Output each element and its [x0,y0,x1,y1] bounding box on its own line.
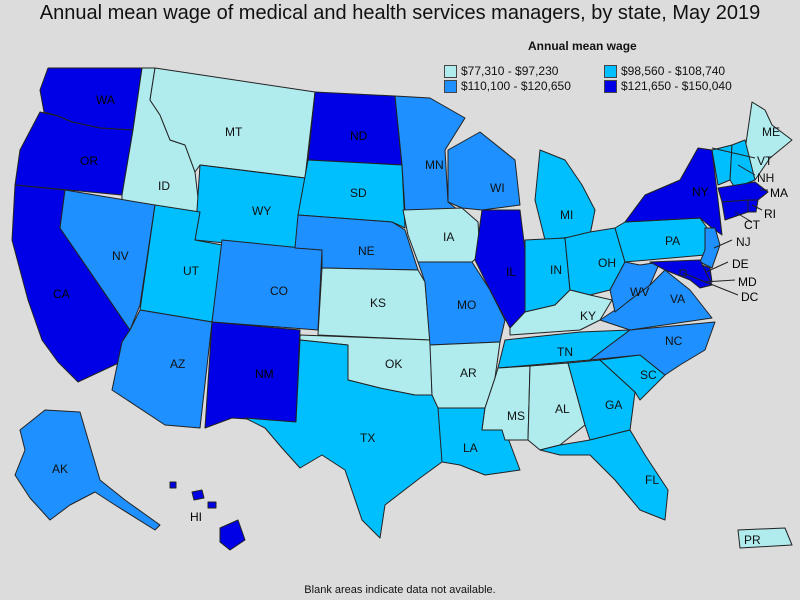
state-label-MT: MT [225,125,243,139]
state-label-GA: GA [605,398,622,412]
map-title: Annual mean wage of medical and health s… [39,2,761,24]
state-label-SD: SD [350,186,367,200]
state-label-MS: MS [507,409,525,423]
state-label-UT: UT [183,264,200,278]
legend-label: $121,650 - $150,040 [621,79,732,93]
state-AZ[interactable] [111,309,213,429]
state-label-NY: NY [692,185,709,199]
state-MI[interactable] [534,149,596,241]
state-label-KY: KY [580,309,596,323]
state-label-DC: DC [741,290,759,304]
state-label-AR: AR [460,366,477,380]
state-label-PR: PR [744,533,761,547]
state-WI[interactable] [447,131,521,211]
state-label-TX: TX [360,431,375,445]
state-label-MO: MO [457,298,476,312]
legend-item: $121,650 - $150,040 [604,79,732,93]
legend-item: $110,100 - $120,650 [444,79,571,93]
state-label-FL: FL [645,473,659,487]
state-NJ[interactable] [699,227,721,269]
state-IA[interactable] [402,207,481,263]
state-label-IA: IA [443,230,454,244]
state-label-OH: OH [598,256,616,270]
state-MO[interactable] [417,261,506,346]
state-SD[interactable] [297,159,406,229]
state-MT[interactable] [149,67,316,179]
state-label-MI: MI [560,208,573,222]
state-PA[interactable] [614,217,711,263]
state-label-WY: WY [252,204,271,218]
state-label-OR: OR [80,154,98,168]
state-label-ND: ND [350,129,368,143]
state-CT[interactable] [721,199,749,221]
state-label-ME: ME [762,125,780,139]
state-label-PA: PA [665,234,680,248]
legend-swatch [444,64,457,78]
state-label-AZ: AZ [170,357,185,371]
legend-swatch [604,79,617,93]
legend-swatch [444,79,457,93]
state-label-CT: CT [744,218,761,232]
state-label-NM: NM [255,367,274,381]
state-TX[interactable] [244,339,443,539]
state-HI[interactable] [219,519,246,551]
state-AK[interactable] [14,409,161,531]
state-label-NH: NH [757,171,774,185]
state-NV[interactable] [59,189,156,331]
state-label-KS: KS [370,296,386,310]
legend-title: Annual mean wage [528,39,637,53]
state-label-AK: AK [52,462,68,476]
state-WY[interactable] [194,164,306,251]
state-label-NV: NV [112,249,129,263]
state-label-WI: WI [490,181,505,195]
state-label-NE: NE [358,244,375,258]
footnote: Blank areas indicate data not available. [304,584,496,596]
state-HI[interactable] [169,481,177,489]
state-label-CA: CA [53,287,70,301]
state-label-ID: ID [158,179,170,193]
state-PR[interactable] [737,527,793,549]
state-label-CO: CO [270,284,288,298]
state-NY[interactable] [624,147,723,236]
state-label-RI: RI [764,207,776,221]
state-label-WA: WA [96,93,115,107]
state-NC[interactable] [589,321,716,376]
legend-label: $98,560 - $108,740 [621,64,726,78]
legend-swatch [604,64,617,78]
state-HI[interactable] [207,501,217,509]
state-label-OK: OK [385,357,402,371]
legend-label: $77,310 - $97,230 [461,64,559,78]
state-CO[interactable] [211,239,323,331]
state-label-VA: VA [670,292,685,306]
state-NM[interactable] [204,321,301,429]
state-label-TN: TN [557,345,573,359]
state-MA[interactable] [717,181,769,203]
state-KY[interactable] [509,289,613,336]
state-FL[interactable] [539,429,669,521]
legend-item: $98,560 - $108,740 [604,64,725,78]
legend-item: $77,310 - $97,230 [444,64,558,78]
state-label-SC: SC [640,368,657,382]
state-label-IN: IN [550,263,562,277]
state-label-LA: LA [463,441,478,455]
state-label-MN: MN [425,158,444,172]
state-label-MA: MA [770,186,788,200]
state-label-NC: NC [665,334,683,348]
legend-label: $110,100 - $120,650 [461,79,571,93]
state-label-WV: WV [630,285,649,299]
leader-lines [682,147,768,296]
state-label-VT: VT [757,154,773,168]
state-label-NJ: NJ [736,235,751,249]
state-WV[interactable] [609,261,661,313]
state-label-AL: AL [555,402,570,416]
state-HI[interactable] [191,489,205,501]
state-label-HI: HI [190,510,202,524]
state-label-IL: IL [506,265,516,279]
state-label-MD: MD [738,275,757,289]
state-label-DE: DE [732,257,749,271]
